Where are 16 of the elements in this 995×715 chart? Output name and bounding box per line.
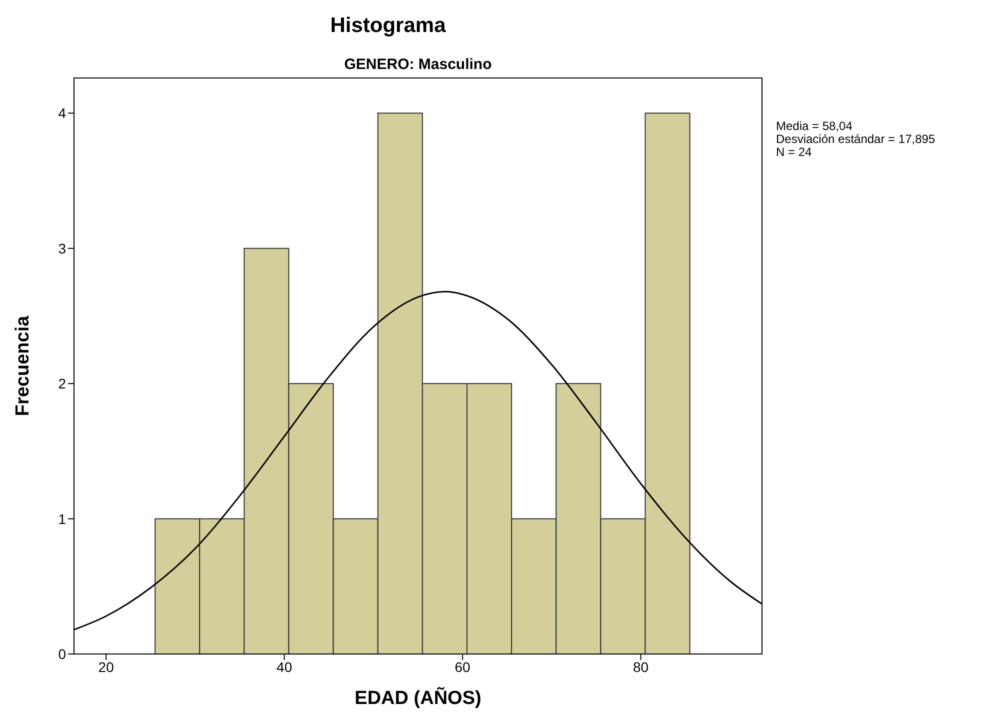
text: N = 24	[776, 145, 813, 159]
y-tick-label: 3	[58, 240, 66, 256]
y-tick-label: 0	[58, 646, 66, 662]
x-tick-label: 40	[276, 658, 292, 675]
y-tick-label: 4	[58, 105, 66, 122]
chart-title: Histograma	[329, 14, 447, 38]
y-tick-label: 2	[58, 376, 66, 392]
x-axis-title: EDAD (AÑOS)	[354, 687, 482, 709]
chart-subtitle: GENERO: Masculino	[343, 56, 493, 73]
y-axis-title: Frecuencia	[12, 315, 34, 416]
text: Desviación estándar = 17,895	[776, 132, 936, 146]
text: Media = 58,04	[776, 119, 854, 133]
x-tick-label: 80	[633, 658, 649, 675]
x-tick-label: 60	[454, 658, 471, 675]
y-tick-label: 1	[58, 510, 66, 527]
x-tick-label: 20	[98, 658, 114, 675]
